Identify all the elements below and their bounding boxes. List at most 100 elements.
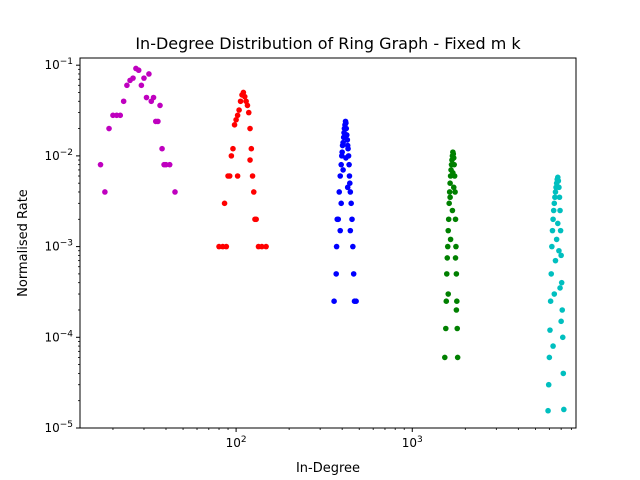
data-point: [551, 291, 558, 297]
data-point: [248, 145, 255, 152]
data-point: [339, 149, 345, 155]
data-point: [346, 173, 353, 179]
data-point: [231, 122, 238, 128]
data-point: [445, 291, 452, 297]
data-point: [221, 200, 228, 207]
data-point: [141, 75, 147, 81]
data-point: [446, 189, 453, 195]
data-point: [245, 109, 252, 116]
data-point: [444, 255, 451, 261]
data-point: [343, 132, 350, 138]
data-point: [553, 236, 560, 243]
data-point: [454, 298, 460, 305]
data-point: [547, 298, 554, 305]
data-point: [453, 307, 460, 313]
data-point: [551, 200, 558, 207]
y-tick-exponent: −2: [60, 148, 73, 158]
data-point: [259, 243, 265, 250]
data-point: [452, 255, 459, 261]
data-point: [230, 145, 236, 152]
data-point: [451, 161, 458, 168]
data-point: [226, 173, 233, 179]
data-point: [561, 406, 567, 413]
data-point: [442, 354, 448, 361]
data-point: [557, 285, 563, 291]
data-point: [157, 102, 163, 109]
y-tick-label: 10−1: [44, 57, 73, 72]
data-point: [549, 243, 555, 250]
y-tick-label: 10−4: [44, 329, 73, 344]
data-point: [343, 125, 350, 132]
data-point: [345, 145, 351, 152]
data-point: [449, 207, 456, 214]
data-point: [346, 161, 352, 168]
data-point: [159, 145, 165, 152]
data-point: [347, 227, 354, 234]
data-point: [340, 167, 346, 173]
y-tick-exponent: −5: [60, 420, 73, 430]
y-tick-base: 10: [44, 330, 59, 344]
data-point: [550, 207, 557, 214]
data-point: [559, 334, 566, 341]
data-point: [442, 325, 449, 332]
data-point: [143, 94, 150, 101]
data-point: [146, 71, 152, 77]
x-tick-base: 10: [226, 436, 241, 450]
y-tick-label: 10−5: [44, 420, 73, 435]
data-point: [346, 180, 353, 186]
data-point: [236, 107, 242, 113]
data-point: [454, 354, 461, 361]
data-point: [155, 118, 161, 125]
data-point: [557, 227, 564, 234]
data-point: [97, 161, 104, 168]
data-point: [353, 298, 359, 305]
data-point: [445, 216, 452, 223]
data-point: [560, 370, 567, 377]
y-tick-exponent: −3: [60, 239, 73, 249]
data-point: [233, 116, 239, 123]
x-tick-label: 102: [226, 435, 247, 450]
data-point: [335, 216, 342, 223]
data-point: [337, 227, 344, 234]
data-point: [338, 200, 344, 207]
data-point: [124, 82, 130, 89]
data-point: [556, 184, 562, 191]
data-point: [552, 189, 559, 195]
data-point: [172, 189, 178, 195]
data-point: [550, 216, 556, 223]
y-tick-base: 10: [44, 58, 59, 72]
data-point: [548, 271, 555, 277]
data-point: [120, 98, 127, 105]
data-point: [244, 102, 251, 109]
data-point: [450, 170, 456, 176]
data-point: [443, 271, 450, 277]
data-point: [559, 307, 566, 313]
data-point: [249, 173, 256, 179]
data-point: [444, 243, 451, 250]
x-axis-label: In-Degree: [296, 461, 360, 476]
plot-frame: [79, 57, 577, 429]
data-point: [333, 271, 339, 277]
data-point: [554, 220, 561, 227]
data-point: [556, 247, 562, 254]
data-point: [453, 243, 459, 250]
data-point: [450, 184, 457, 191]
data-point: [241, 93, 248, 100]
data-point: [130, 75, 136, 81]
data-point: [117, 112, 124, 119]
data-point: [247, 157, 253, 163]
data-point: [263, 243, 269, 250]
data-point: [338, 161, 344, 168]
data-point: [452, 189, 458, 195]
data-point: [106, 125, 112, 132]
y-tick-label: 10−2: [44, 148, 73, 163]
y-tick-exponent: −4: [60, 329, 74, 339]
data-point: [349, 216, 355, 223]
data-point: [443, 298, 450, 305]
data-point: [343, 120, 349, 126]
data-point: [557, 207, 563, 214]
data-point: [333, 243, 340, 250]
y-tick-base: 10: [44, 149, 59, 163]
